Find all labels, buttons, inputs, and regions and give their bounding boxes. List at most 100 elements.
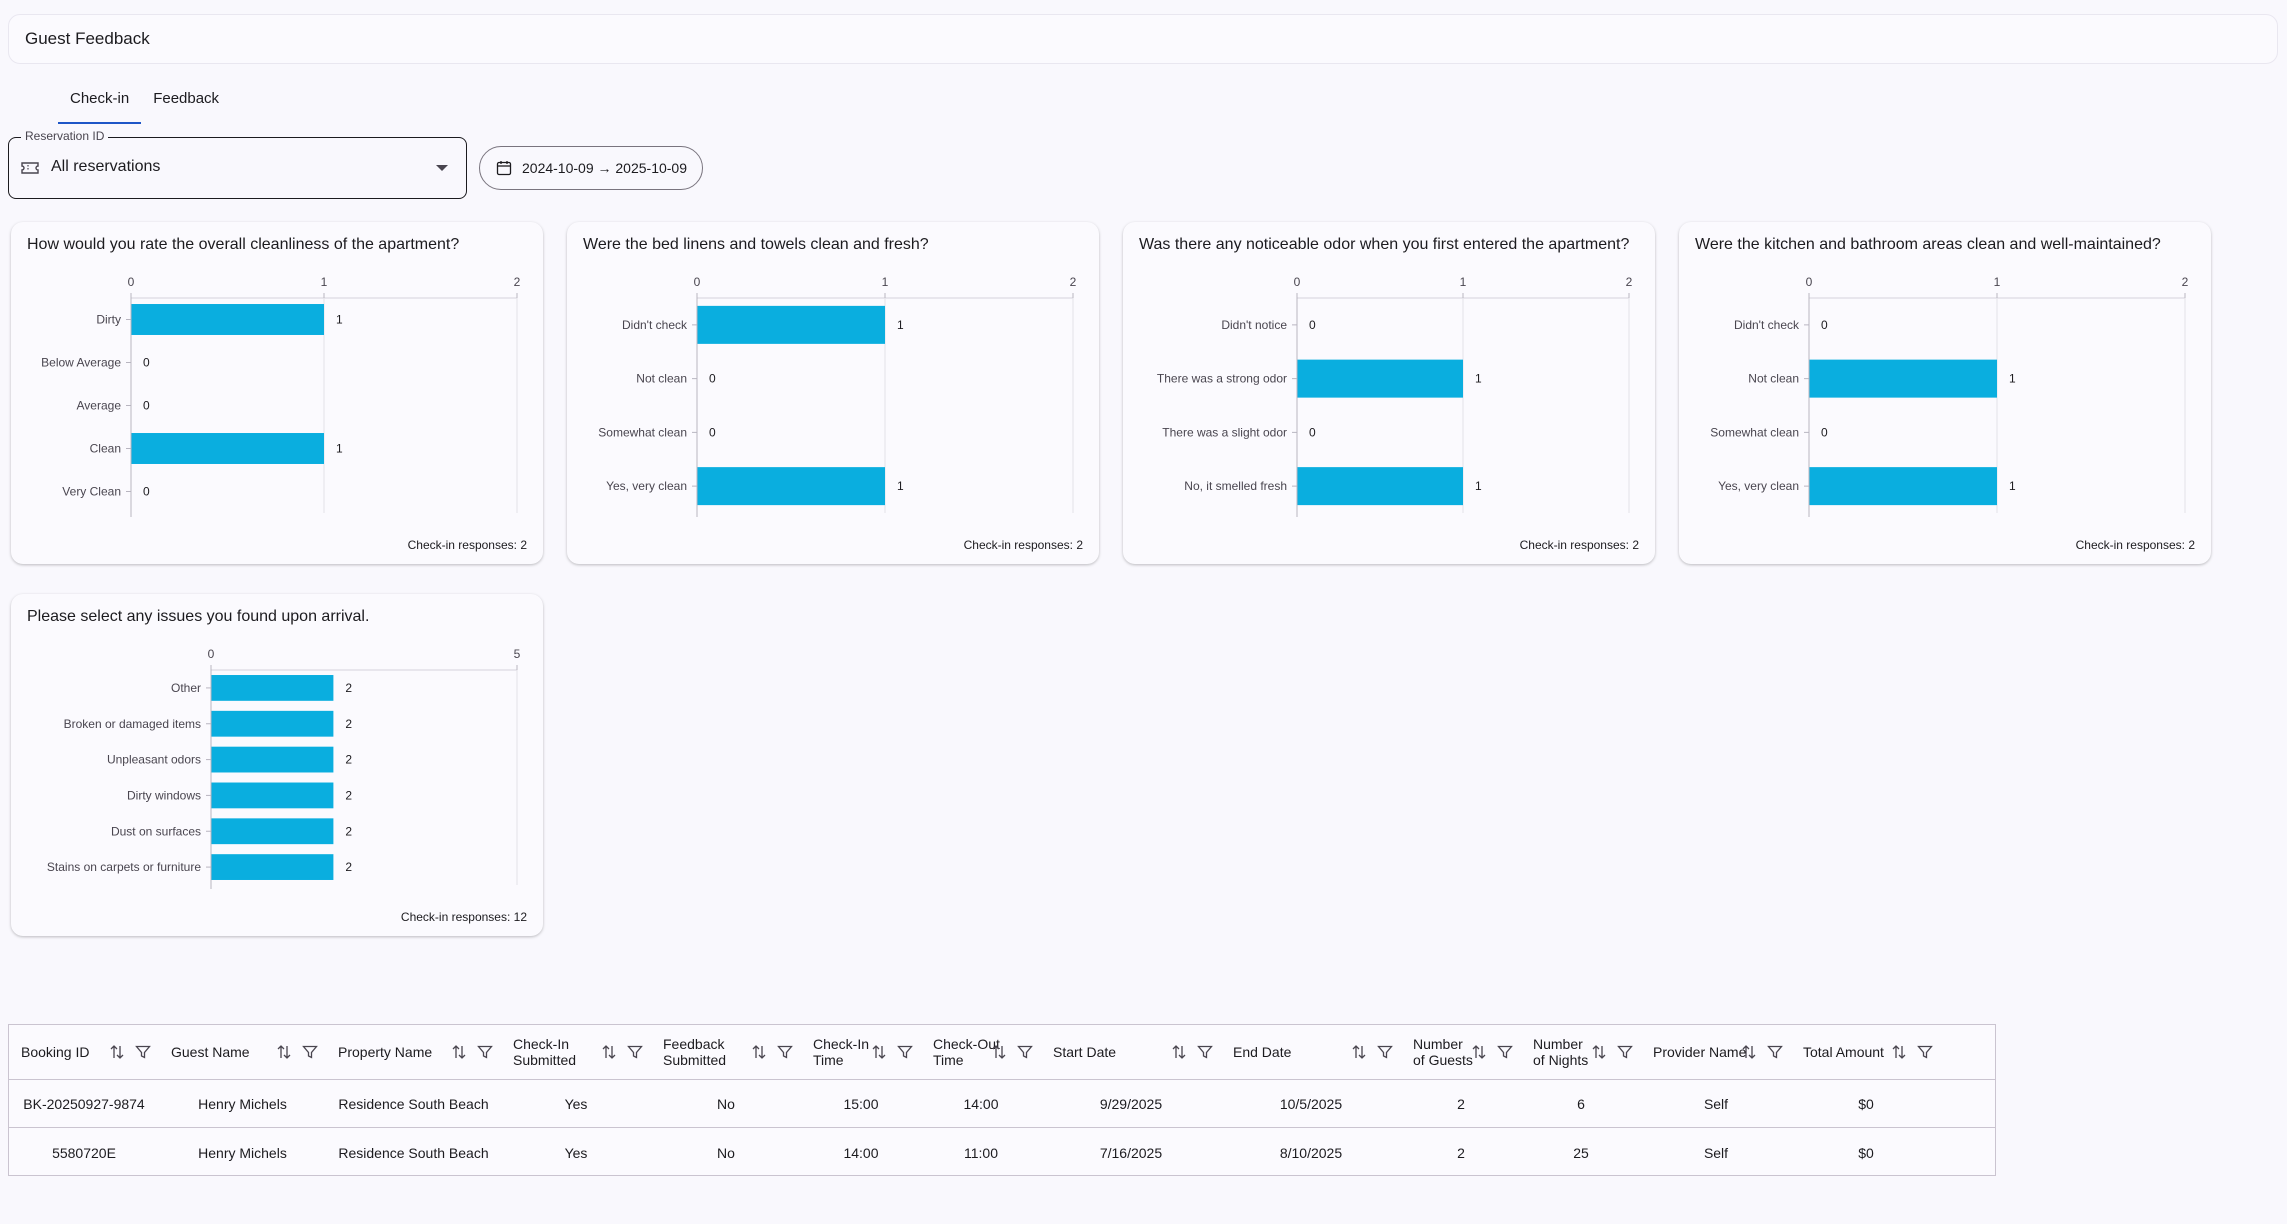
chart-question: Were the kitchen and bathroom areas clea… bbox=[1695, 236, 2161, 253]
filter-icon[interactable] bbox=[897, 1044, 913, 1060]
table-row[interactable]: 5580720E Henry Michels Residence South Bea… bbox=[9, 1129, 1995, 1177]
bar[interactable] bbox=[1297, 467, 1463, 506]
chart-card-linens: Were the bed linens and towels clean and… bbox=[567, 222, 1099, 564]
sort-icon[interactable] bbox=[601, 1044, 617, 1060]
column-header[interactable]: Provider Name bbox=[1641, 1025, 1791, 1079]
sort-icon[interactable] bbox=[451, 1044, 467, 1060]
bar[interactable] bbox=[211, 818, 334, 845]
x-tick-label: 2 bbox=[514, 275, 521, 289]
category-label: Somewhat clean bbox=[1710, 425, 1799, 439]
x-tick-label: 1 bbox=[1994, 275, 2001, 289]
bar[interactable] bbox=[131, 433, 324, 464]
bar[interactable] bbox=[211, 854, 334, 880]
sort-icon[interactable] bbox=[871, 1044, 887, 1060]
tab-feedback[interactable]: Feedback bbox=[153, 90, 220, 107]
column-header[interactable]: Number of Nights bbox=[1521, 1025, 1641, 1079]
column-header[interactable]: Booking ID bbox=[9, 1025, 159, 1079]
column-header[interactable]: Check-Out Time bbox=[921, 1025, 1041, 1079]
filter-icon[interactable] bbox=[1617, 1044, 1633, 1060]
column-header-actions bbox=[1171, 1044, 1213, 1060]
bar[interactable] bbox=[211, 675, 334, 701]
data-label: 1 bbox=[336, 313, 343, 327]
category-label: Average bbox=[77, 399, 122, 413]
column-header[interactable]: Property Name bbox=[326, 1025, 501, 1079]
filter-icon[interactable] bbox=[135, 1044, 151, 1060]
chart-footer: Check-in responses: 2 bbox=[407, 538, 527, 552]
bar[interactable] bbox=[697, 467, 885, 506]
sort-icon[interactable] bbox=[991, 1044, 1007, 1060]
filter-icon[interactable] bbox=[777, 1044, 793, 1060]
bar[interactable] bbox=[697, 305, 885, 344]
filter-icon[interactable] bbox=[627, 1044, 643, 1060]
data-label: 1 bbox=[2009, 372, 2016, 386]
column-header-actions bbox=[1591, 1044, 1633, 1060]
sort-icon[interactable] bbox=[1591, 1044, 1607, 1060]
data-label: 1 bbox=[2009, 479, 2016, 493]
sort-icon[interactable] bbox=[1351, 1044, 1367, 1060]
column-header[interactable]: Start Date bbox=[1041, 1025, 1221, 1079]
chart-footer: Check-in responses: 12 bbox=[400, 910, 527, 924]
filter-icon[interactable] bbox=[1197, 1044, 1213, 1060]
bar[interactable] bbox=[211, 710, 334, 737]
sort-icon[interactable] bbox=[276, 1044, 292, 1060]
bar[interactable] bbox=[211, 746, 334, 773]
table-cell: 2 bbox=[1457, 1095, 1465, 1112]
filter-icon[interactable] bbox=[1497, 1044, 1513, 1060]
chart-question: Please select any issues you found upon … bbox=[27, 608, 370, 625]
table-cell: BK-20250927-9874 bbox=[23, 1095, 145, 1112]
date-range-button[interactable]: 2024-10-09 → 2025-10-09 bbox=[479, 146, 703, 190]
x-tick-label: 0 bbox=[128, 275, 135, 289]
bar[interactable] bbox=[1809, 467, 1997, 506]
column-header-label: End Date bbox=[1233, 1044, 1292, 1060]
tab-check-in[interactable]: Check-in bbox=[58, 76, 142, 124]
column-header-actions bbox=[1891, 1044, 1933, 1060]
filter-icon[interactable] bbox=[1017, 1044, 1033, 1060]
sort-icon[interactable] bbox=[1471, 1044, 1487, 1060]
sort-icon[interactable] bbox=[1891, 1044, 1907, 1060]
chart-kitchen-bathroom: 0 1 2 Didn't check 0 Not clean 1 Somewhat clean… bbox=[1710, 275, 2189, 517]
data-label: 2 bbox=[345, 753, 352, 767]
column-header[interactable]: Check-In Submitted bbox=[501, 1025, 651, 1079]
column-header-actions bbox=[1471, 1044, 1513, 1060]
column-header[interactable]: Feedback Submitted bbox=[651, 1025, 801, 1079]
column-header[interactable]: Check-In Time bbox=[801, 1025, 921, 1079]
data-label: 0 bbox=[1821, 318, 1828, 332]
bar[interactable] bbox=[211, 782, 334, 809]
column-header-actions bbox=[1351, 1044, 1393, 1060]
filter-icon[interactable] bbox=[302, 1044, 318, 1060]
chart-card-cleanliness: How would you rate the overall cleanline… bbox=[11, 222, 543, 564]
table-cell: Yes bbox=[564, 1095, 588, 1112]
chart-card-issues: Please select any issues you found upon … bbox=[11, 594, 543, 936]
table-cell: No bbox=[717, 1145, 735, 1161]
table-cell: Self bbox=[1703, 1095, 1729, 1112]
filter-icon[interactable] bbox=[1377, 1044, 1393, 1060]
filter-icon[interactable] bbox=[1917, 1044, 1933, 1060]
column-header[interactable]: End Date bbox=[1221, 1025, 1401, 1079]
table-cell: 8/10/2025 bbox=[1279, 1145, 1343, 1161]
sort-icon[interactable] bbox=[1171, 1044, 1187, 1060]
filter-icon[interactable] bbox=[477, 1044, 493, 1060]
bar[interactable] bbox=[1809, 359, 1997, 398]
column-header-actions bbox=[109, 1044, 151, 1060]
table-cell: 14:00 bbox=[963, 1095, 999, 1112]
category-label: Stains on carpets or furniture bbox=[47, 860, 201, 874]
chart-odor: 0 1 2 Didn't notice 0 There was a strong odor… bbox=[1157, 275, 1633, 517]
bar[interactable] bbox=[1297, 359, 1463, 398]
dropdown-arrow-icon bbox=[436, 165, 448, 171]
reservation-select[interactable]: Reservation ID All reservations bbox=[8, 129, 467, 199]
table-cell: Self bbox=[1703, 1145, 1729, 1161]
column-header[interactable]: Guest Name bbox=[159, 1025, 326, 1079]
column-header[interactable]: Total Amount bbox=[1791, 1025, 1941, 1079]
data-label: 0 bbox=[709, 372, 716, 386]
bar[interactable] bbox=[131, 304, 324, 335]
table-row[interactable]: BK-20250927-9874 Henry Michels Residence S… bbox=[9, 1080, 1995, 1128]
filter-icon[interactable] bbox=[1767, 1044, 1783, 1060]
category-label: Yes, very clean bbox=[1718, 479, 1799, 493]
column-header-label: Guest Name bbox=[171, 1044, 250, 1060]
column-header[interactable]: Number of Guests bbox=[1401, 1025, 1521, 1079]
data-label: 2 bbox=[345, 681, 352, 695]
sort-icon[interactable] bbox=[1741, 1044, 1757, 1060]
sort-icon[interactable] bbox=[751, 1044, 767, 1060]
sort-icon[interactable] bbox=[109, 1044, 125, 1060]
table-cell: Henry Michels bbox=[198, 1095, 287, 1112]
